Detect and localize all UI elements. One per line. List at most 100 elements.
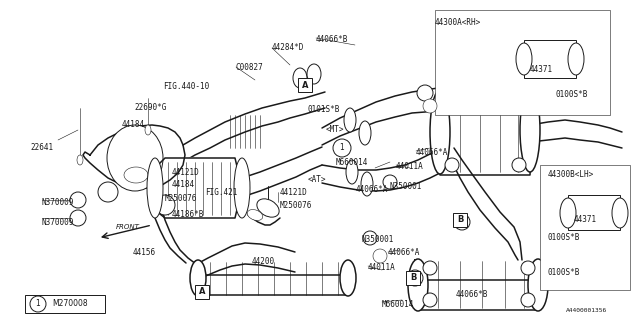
Bar (540, 165, 630, 290)
Ellipse shape (512, 158, 526, 172)
Text: M250076: M250076 (280, 201, 312, 210)
Ellipse shape (147, 158, 163, 218)
Ellipse shape (293, 68, 307, 88)
Ellipse shape (423, 293, 437, 307)
Ellipse shape (124, 167, 148, 183)
Text: 0100S*B: 0100S*B (548, 268, 580, 277)
Ellipse shape (344, 108, 356, 132)
Ellipse shape (77, 155, 83, 165)
Ellipse shape (408, 259, 428, 311)
Bar (453, 213, 467, 227)
Polygon shape (415, 260, 542, 310)
Text: A: A (301, 81, 308, 90)
Ellipse shape (373, 249, 387, 263)
Text: 0100S*B: 0100S*B (548, 233, 580, 242)
Text: 44300A<RH>: 44300A<RH> (435, 18, 481, 27)
Text: 44156: 44156 (133, 248, 156, 257)
Ellipse shape (383, 175, 397, 189)
Polygon shape (83, 125, 185, 188)
Text: 0101S*B: 0101S*B (308, 105, 340, 114)
Polygon shape (195, 262, 352, 295)
Text: 44011A: 44011A (396, 162, 424, 171)
Text: 22641: 22641 (30, 143, 53, 152)
Text: C00827: C00827 (236, 63, 264, 72)
Text: 44184: 44184 (172, 180, 195, 189)
Ellipse shape (107, 125, 163, 191)
Text: FRONT: FRONT (116, 224, 140, 230)
Text: FIG.421: FIG.421 (205, 188, 237, 197)
Bar (406, 271, 420, 285)
Ellipse shape (516, 43, 532, 75)
Text: 44371: 44371 (574, 215, 597, 224)
Ellipse shape (257, 199, 279, 217)
Ellipse shape (417, 85, 433, 101)
Ellipse shape (359, 121, 371, 145)
Ellipse shape (407, 270, 423, 286)
Polygon shape (438, 88, 532, 175)
Polygon shape (155, 158, 242, 218)
Ellipse shape (363, 231, 377, 245)
Text: 44066*A: 44066*A (356, 185, 388, 194)
Ellipse shape (361, 172, 373, 196)
Ellipse shape (145, 125, 151, 135)
Bar (195, 285, 209, 299)
Ellipse shape (70, 210, 86, 226)
Text: M270008: M270008 (52, 300, 88, 308)
Ellipse shape (521, 261, 535, 275)
Text: A: A (199, 287, 205, 297)
Bar (435, 10, 610, 115)
Text: B: B (410, 274, 416, 283)
Ellipse shape (454, 214, 470, 230)
Ellipse shape (612, 198, 628, 228)
Text: 44066*B: 44066*B (456, 290, 488, 299)
Text: <AT>: <AT> (308, 175, 326, 184)
Bar (25, 295, 105, 313)
Ellipse shape (340, 260, 356, 296)
Ellipse shape (512, 91, 526, 105)
Ellipse shape (423, 261, 437, 275)
Ellipse shape (520, 88, 540, 172)
Text: M250076: M250076 (165, 194, 197, 203)
Text: 44011A: 44011A (368, 263, 396, 272)
Ellipse shape (445, 158, 459, 172)
Bar (568, 195, 620, 230)
Bar (298, 78, 312, 92)
Ellipse shape (423, 99, 437, 113)
Ellipse shape (430, 90, 450, 174)
Ellipse shape (155, 195, 175, 215)
Text: N350001: N350001 (362, 235, 394, 244)
Text: 44200: 44200 (252, 257, 275, 266)
Text: 44371: 44371 (530, 65, 553, 74)
Text: A4400001356: A4400001356 (566, 308, 607, 313)
Text: B: B (457, 215, 463, 225)
Text: 44186*B: 44186*B (172, 210, 204, 219)
Text: 44066*A: 44066*A (388, 248, 420, 257)
Ellipse shape (521, 293, 535, 307)
Text: 0100S*B: 0100S*B (556, 90, 588, 99)
Text: 44066*B: 44066*B (316, 35, 348, 44)
Text: 44184: 44184 (122, 120, 145, 129)
Ellipse shape (190, 260, 206, 296)
Text: M660014: M660014 (382, 300, 414, 309)
Text: M660014: M660014 (336, 158, 369, 167)
Text: N370009: N370009 (42, 218, 74, 227)
Ellipse shape (307, 64, 321, 84)
Text: 1: 1 (36, 300, 40, 308)
Ellipse shape (560, 198, 576, 228)
Bar (524, 40, 576, 78)
Text: N350001: N350001 (390, 182, 422, 191)
Text: 44121D: 44121D (172, 168, 200, 177)
Ellipse shape (98, 182, 118, 202)
Text: 1: 1 (340, 143, 344, 153)
Ellipse shape (247, 210, 262, 220)
Ellipse shape (234, 158, 250, 218)
Text: 44300B<LH>: 44300B<LH> (548, 170, 595, 179)
Ellipse shape (445, 91, 459, 105)
Ellipse shape (568, 43, 584, 75)
Ellipse shape (346, 160, 358, 184)
Text: <MT>: <MT> (326, 125, 344, 134)
Text: N370009: N370009 (42, 198, 74, 207)
Text: 22690*G: 22690*G (134, 103, 166, 112)
Ellipse shape (70, 192, 86, 208)
Text: 44121D: 44121D (280, 188, 308, 197)
